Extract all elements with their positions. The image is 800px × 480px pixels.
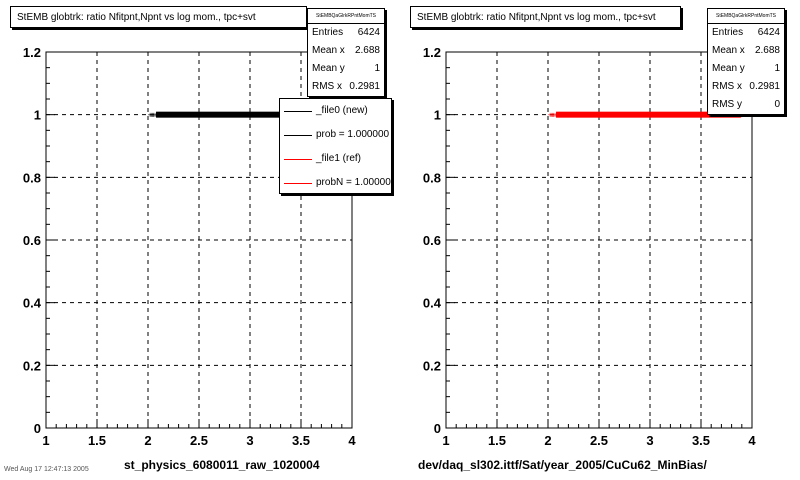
- stats-header: StEMBQaGlrkRPntMomTS: [308, 9, 384, 24]
- left-x-tick-label-3: 2.5: [190, 433, 208, 448]
- left-data-point: +: [149, 111, 154, 120]
- stats-value: 0.2981: [349, 81, 380, 92]
- stats-value: 0.2981: [749, 81, 780, 92]
- left-x-tick-label-5: 3.5: [292, 433, 310, 448]
- right-y-tick-label-2: 0.4: [423, 296, 442, 311]
- chart-left-xlabel: st_physics_6080011_raw_1020004: [124, 458, 320, 472]
- legend-label: _file0 (new): [316, 105, 368, 116]
- stats-label: Mean y: [712, 63, 745, 74]
- left-y-tick-label-5: 1: [34, 108, 41, 123]
- chart-left-stats-box: StEMBQaGlrkRPntMomTS Entries 6424 Mean x 2.6…: [307, 8, 385, 97]
- right-y-tick-label-6: 1.2: [423, 45, 441, 60]
- legend-line-icon: [284, 135, 312, 136]
- legend-line-icon: [284, 111, 312, 112]
- right-data-point: +: [553, 111, 558, 120]
- legend-line-icon: [284, 159, 312, 160]
- right-x-tick-label-3: 2.5: [590, 433, 608, 448]
- stats-row: Mean y 1: [708, 60, 784, 78]
- left-y-tick-label-2: 0.4: [23, 296, 42, 311]
- chart-right-title: StEMB globtrk: ratio Nfitpnt,Npnt vs log…: [410, 6, 681, 28]
- stats-header: StEMBQaGlrkRPntMomTS: [708, 9, 784, 24]
- stats-label: Mean x: [712, 45, 745, 56]
- legend-item: _file0 (new): [280, 99, 391, 123]
- right-data-point: +: [744, 111, 749, 120]
- stats-row: Mean x 2.688: [708, 42, 784, 60]
- right-x-tick-label-4: 3: [646, 433, 653, 448]
- left-data-point: +: [150, 111, 155, 120]
- stats-label: RMS x: [312, 81, 342, 92]
- legend-label: probN = 1.000000: [316, 177, 392, 188]
- left-y-tick-label-1: 0.2: [23, 358, 41, 373]
- left-y-tick-label-6: 1.2: [23, 45, 41, 60]
- right-y-tick-label-3: 0.6: [423, 233, 441, 248]
- right-y-tick-label-5: 1: [434, 108, 441, 123]
- stats-value: 1: [374, 63, 380, 74]
- stats-row: Mean x 2.688: [308, 42, 384, 60]
- right-x-tick-label-5: 3.5: [692, 433, 710, 448]
- stats-row: RMS x 0.2981: [708, 78, 784, 96]
- legend-label: prob = 1.000000: [316, 129, 390, 140]
- stats-value: 2.688: [754, 45, 780, 56]
- stats-value: 6424: [757, 27, 780, 38]
- left-y-tick-label-0: 0: [34, 421, 41, 436]
- left-data-point: +: [153, 111, 158, 120]
- right-data-point: +: [740, 111, 745, 120]
- stats-label: Entries: [312, 27, 344, 38]
- right-x-tick-label-0: 1: [442, 433, 449, 448]
- right-data-point: +: [739, 111, 744, 120]
- right-data-point: +: [549, 111, 554, 120]
- chart-right-xlabel: dev/daq_sl302.ittf/Sat/year_2005/CuCu62_…: [418, 458, 707, 472]
- stats-row: RMS x 0.2981: [308, 78, 384, 96]
- right-data-point: +: [550, 111, 555, 120]
- right-x-tick-label-2: 2: [544, 433, 551, 448]
- right-y-tick-label-0: 0: [434, 421, 441, 436]
- stats-label: Entries: [712, 27, 744, 38]
- chart-left-title: StEMB globtrk: ratio Nfitpnt,Npnt vs log…: [10, 6, 307, 28]
- timestamp-note: Wed Aug 17 12:47:13 2005: [4, 466, 89, 473]
- stats-label: Mean x: [312, 45, 345, 56]
- stats-row: Mean y 1: [308, 60, 384, 78]
- left-x-tick-label-0: 1: [42, 433, 49, 448]
- stats-row: Entries 6424: [708, 24, 784, 42]
- legend-item: probN = 1.000000: [280, 171, 392, 193]
- legend-item: prob = 1.000000: [280, 123, 391, 147]
- right-data-point: +: [741, 111, 746, 120]
- chart-right: 1 1.5 2 2.5 3 3.5 400.20.40.60.811.2+++++ +++++…: [423, 45, 756, 448]
- left-x-tick-label-6: 4: [348, 433, 356, 448]
- left-x-tick-label-1: 1.5: [88, 433, 106, 448]
- left-y-tick-label-4: 0.8: [23, 170, 41, 185]
- left-x-tick-label-4: 3: [246, 433, 253, 448]
- stats-value: 2.688: [354, 45, 380, 56]
- left-data-point: +: [148, 111, 153, 120]
- stats-label: RMS y: [712, 99, 742, 110]
- right-data-points: ++++++++++++++++++++++++++++++++++++++++…: [548, 111, 749, 120]
- right-data-point: +: [742, 111, 747, 120]
- chart-right-stats-box: StEMBQaGlrkRPntMomTS Entries 6424 Mean x 2.6…: [707, 8, 785, 115]
- right-y-tick-label-1: 0.2: [423, 358, 441, 373]
- legend-label: _file1 (ref): [316, 153, 362, 164]
- left-x-tick-label-2: 2: [144, 433, 151, 448]
- stats-value: 1: [774, 63, 780, 74]
- right-y-tick-label-4: 0.8: [423, 170, 441, 185]
- left-data-band: [156, 111, 341, 118]
- left-y-tick-label-3: 0.6: [23, 233, 41, 248]
- right-data-point: +: [548, 111, 553, 120]
- legend-line-icon: [284, 183, 312, 184]
- left-data-point: +: [151, 111, 156, 120]
- chart-left-legend: _file0 (new) prob = 1.000000 _file1 (ref) p…: [279, 98, 392, 194]
- right-x-tick-label-6: 4: [748, 433, 756, 448]
- right-data-band: [556, 111, 741, 118]
- legend-item: _file1 (ref): [280, 147, 391, 171]
- stats-label: Mean y: [312, 63, 345, 74]
- stats-value: 0: [774, 99, 780, 110]
- stats-row: Entries 6424: [308, 24, 384, 42]
- stats-value: 6424: [357, 27, 380, 38]
- stats-row: RMS y 0: [708, 96, 784, 114]
- right-data-point: +: [551, 111, 556, 120]
- right-x-tick-label-1: 1.5: [488, 433, 506, 448]
- stats-label: RMS x: [712, 81, 742, 92]
